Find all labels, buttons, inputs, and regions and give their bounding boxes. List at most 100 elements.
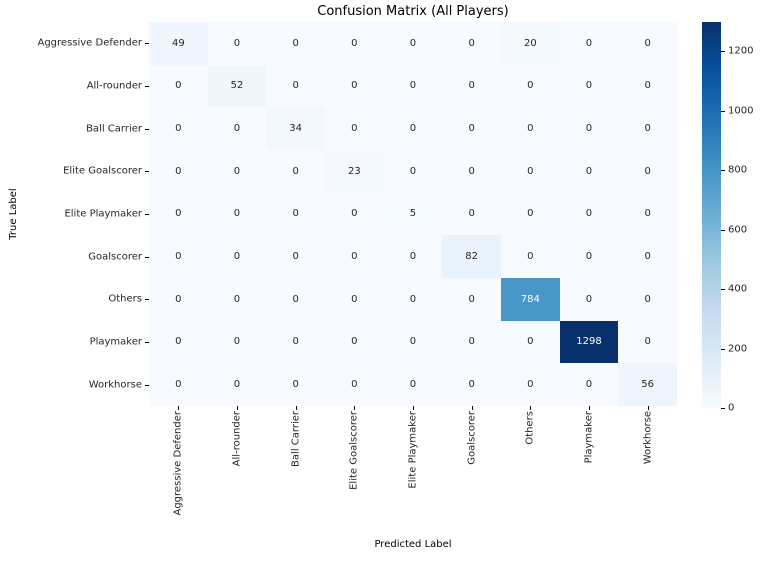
axis-tick [145,384,149,386]
cell-value: 0 [175,336,182,348]
heatmap-cell: 0 [383,22,443,65]
cell-value: 0 [644,251,651,263]
heatmap-cell: 0 [559,192,619,236]
cell-value: 0 [175,208,182,220]
cell-value: 1298 [576,336,602,348]
heatmap-cell: 0 [149,64,208,108]
cell-value: 0 [468,80,475,92]
heatmap-cell: 0 [442,22,501,65]
heatmap-cell: 0 [501,235,560,278]
heatmap-cell: 0 [559,235,619,278]
cell-value: 0 [644,123,651,135]
colorbar-tick-label: 1000 [728,105,754,117]
heatmap-cell: 0 [149,278,208,321]
axis-tick [145,171,149,173]
x-axis-title: Predicted Label [374,539,452,550]
cell-value: 0 [351,336,358,348]
heatmap-cell: 0 [325,320,384,364]
cell-value: 34 [289,123,303,135]
colorbar [702,22,721,408]
heatmap-cell: 0 [618,320,677,364]
heatmap-cell: 0 [442,278,501,321]
colorbar-tick [721,51,725,53]
cell-value: 0 [468,123,475,135]
heatmap-cell: 0 [559,107,619,150]
heatmap-cell: 0 [325,64,384,108]
heatmap-cell: 0 [149,363,208,406]
colorbar-tick-label: 800 [728,164,748,176]
heatmap-cell: 0 [559,64,619,108]
cell-value: 0 [409,251,417,263]
cell-value: 0 [409,336,417,348]
heatmap-cell: 0 [501,320,560,364]
heatmap-cell: 0 [559,150,619,193]
cell-value: 0 [351,293,358,305]
cell-value: 0 [468,379,475,391]
heatmap-cell: 0 [442,107,501,150]
y-axis-tick-label: Workhorse [88,379,142,391]
heatmap-cell: 0 [442,320,501,364]
heatmap-cell: 82 [442,235,501,278]
heatmap-cell: 0 [383,107,443,150]
axis-tick [145,256,149,258]
cell-value: 0 [233,293,241,305]
heatmap-cell: 0 [501,107,560,150]
colorbar-tick [721,348,725,350]
colorbar-tick-label: 200 [728,343,748,355]
cell-value: 0 [175,80,182,92]
cell-value: 0 [527,80,534,92]
cell-value: 0 [351,37,358,49]
heatmap-cell: 0 [618,192,677,236]
axis-tick [145,342,149,343]
cell-value: 0 [468,165,475,177]
heatmap-cell: 0 [266,192,325,236]
y-axis-tick-label: Others [108,293,142,305]
cell-value: 0 [585,165,593,177]
cell-value: 0 [527,208,534,220]
cell-value: 52 [230,80,244,92]
heatmap-cell: 0 [325,235,384,278]
heatmap-cell: 0 [559,363,619,406]
cell-value: 0 [527,336,534,348]
heatmap-cell: 0 [442,64,501,108]
cell-value: 0 [233,123,241,135]
heatmap-cell: 0 [501,192,560,236]
axis-tick [295,406,297,410]
heatmap-cell: 0 [618,64,677,108]
cell-value: 0 [644,208,651,220]
heatmap-cell: 0 [383,320,443,364]
cell-value: 0 [409,165,417,177]
colorbar-tick-label: 1200 [728,45,754,57]
colorbar-tick-label: 400 [728,283,748,295]
x-axis-tick-label: All-rounder [231,411,243,467]
colorbar-tick-label: 600 [728,224,748,236]
heatmap-grid: 49 0 0 0 0 0 20 0 0 0 52 0 0 0 0 0 0 0 0 0 34 0 0 0 0 0 0 0 0 0 23 0 0 0 0… [149,22,677,406]
heatmap-cell: 0 [149,320,208,364]
axis-tick [237,406,238,410]
axis-tick [145,43,149,45]
axis-tick [145,128,149,130]
heatmap-cell: 0 [266,64,325,108]
cell-value: 0 [468,208,475,220]
cell-value: 0 [585,251,593,263]
cell-value: 0 [175,293,182,305]
cell-value: 0 [468,293,475,305]
cell-value: 0 [644,336,651,348]
cell-value: 0 [585,123,593,135]
heatmap-cell: 0 [325,363,384,406]
heatmap-cell: 20 [501,22,560,65]
heatmap-cell: 0 [207,150,267,193]
heatmap-cell: 0 [618,235,677,278]
cell-value: 0 [175,123,182,135]
cell-value: 0 [644,37,651,49]
x-axis-tick-label: Aggressive Defender [172,411,184,516]
heatmap-cell: 0 [383,363,443,406]
axis-tick [145,86,149,87]
heatmap-cell: 784 [501,278,560,321]
heatmap-cell: 0 [442,150,501,193]
cell-value: 0 [468,336,475,348]
cell-value: 0 [292,336,299,348]
y-axis-tick-label: Ball Carrier [86,123,142,135]
heatmap-cell: 0 [149,192,208,236]
cell-value: 0 [292,251,299,263]
